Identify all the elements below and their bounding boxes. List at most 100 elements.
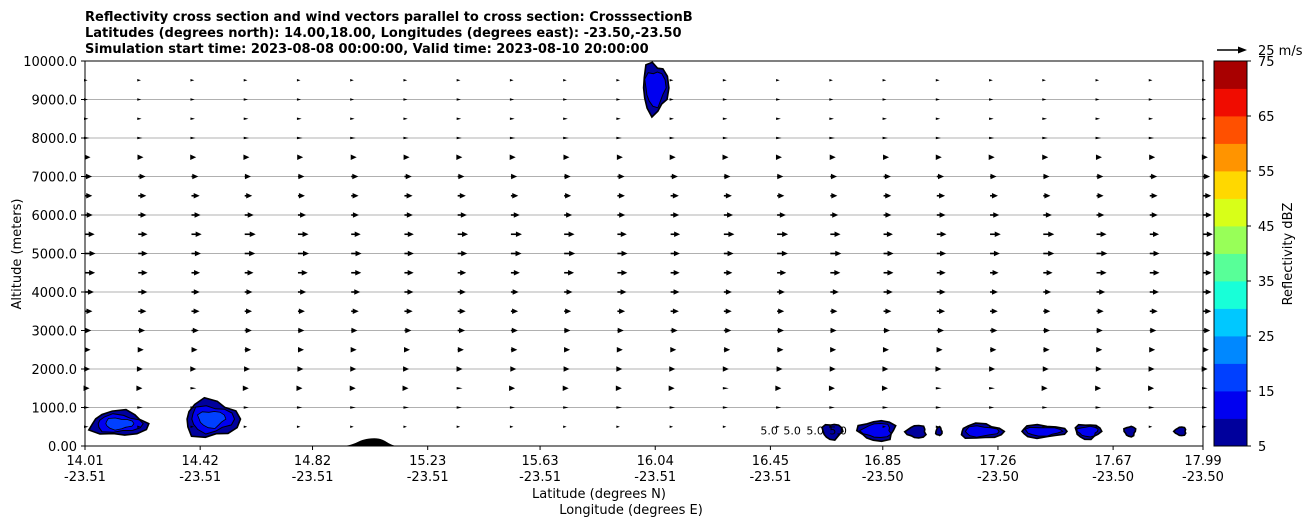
wind-vector-arrow bbox=[138, 289, 148, 295]
wind-vector-arrow bbox=[351, 308, 359, 315]
wind-vector-arrow bbox=[829, 406, 835, 409]
wind-vector-head bbox=[192, 173, 199, 180]
wind-vector-head bbox=[86, 308, 93, 315]
wind-vector-arrow bbox=[564, 346, 571, 353]
wind-vector-arrow bbox=[1149, 154, 1156, 161]
wind-vector-arrow bbox=[882, 366, 889, 372]
wind-vector-head bbox=[1042, 366, 1049, 372]
wind-vector-arrow bbox=[563, 98, 568, 101]
wind-vector-head bbox=[1206, 250, 1213, 257]
x-tick-label-latitude: 17.99 bbox=[1184, 454, 1221, 469]
y-tick-label: 3000.0 bbox=[32, 325, 78, 340]
wind-vector-head bbox=[618, 192, 625, 199]
reflectivity-echo bbox=[960, 422, 1006, 440]
wind-vector-arrow bbox=[509, 117, 515, 121]
wind-vector-arrow bbox=[669, 154, 676, 161]
wind-vector-arrow bbox=[403, 117, 408, 121]
wind-vector-head bbox=[89, 269, 96, 276]
wind-vector-arrow bbox=[935, 425, 940, 429]
wind-vector-head bbox=[1041, 385, 1048, 392]
wind-vector-arrow bbox=[404, 231, 414, 238]
x-axis-label-longitude: Longitude (degrees E) bbox=[559, 503, 703, 518]
wind-vector-arrow bbox=[296, 406, 303, 409]
wind-vector-arrow bbox=[617, 212, 626, 218]
wind-vector-arrow bbox=[670, 346, 677, 353]
wind-vector-head bbox=[831, 308, 838, 315]
wind-vector-arrow bbox=[723, 173, 731, 180]
wind-vector-arrow bbox=[297, 289, 307, 295]
x-tick-label-longitude: -23.51 bbox=[519, 470, 561, 485]
wind-vector-arrow bbox=[456, 366, 463, 372]
wind-vector-head bbox=[617, 327, 624, 334]
wind-vector-arrow bbox=[244, 289, 253, 295]
wind-vector-arrow bbox=[936, 308, 946, 315]
wind-vector-arrow bbox=[1042, 136, 1048, 140]
wind-vector-arrow bbox=[1095, 406, 1102, 409]
wind-vector-arrow bbox=[1203, 269, 1212, 276]
wind-vector-head bbox=[939, 289, 946, 295]
wind-vector-head bbox=[136, 366, 143, 372]
wind-vector-head bbox=[1205, 212, 1212, 218]
wind-vector-arrow bbox=[723, 192, 732, 199]
wind-vector-arrow bbox=[563, 154, 570, 161]
wind-vector-head bbox=[776, 366, 783, 372]
wind-vector-head bbox=[1095, 366, 1102, 372]
wind-vector-head bbox=[406, 212, 413, 218]
wind-vector-arrow bbox=[1095, 78, 1100, 82]
wind-vector-head bbox=[1095, 385, 1102, 392]
wind-vector-head bbox=[778, 308, 785, 315]
wind-vector-arrow bbox=[350, 425, 354, 429]
wind-vector-arrow bbox=[1042, 98, 1047, 101]
wind-vector-head bbox=[352, 212, 359, 218]
wind-vector-arrow bbox=[564, 250, 576, 257]
wind-vector-arrow bbox=[1149, 250, 1160, 257]
wind-vector-arrow bbox=[350, 366, 357, 372]
wind-vector-arrow bbox=[138, 231, 148, 238]
wind-vector-arrow bbox=[456, 386, 463, 390]
wind-vector-arrow bbox=[989, 366, 996, 372]
wind-vector-head bbox=[1151, 212, 1158, 218]
wind-vector-arrow bbox=[1148, 406, 1155, 409]
wind-vector-arrow bbox=[669, 117, 674, 121]
wind-vector-arrow bbox=[296, 385, 303, 392]
wind-vector-head bbox=[1101, 250, 1108, 257]
wind-vector-arrow bbox=[404, 327, 412, 334]
wind-vector-head bbox=[722, 406, 729, 409]
wind-vector-head bbox=[882, 78, 887, 82]
wind-vector-head bbox=[829, 366, 836, 372]
wind-vector-arrow bbox=[722, 406, 729, 409]
wind-vector-arrow bbox=[935, 366, 942, 372]
wind-vector-head bbox=[509, 154, 516, 161]
wind-vector-head bbox=[403, 98, 408, 101]
wind-vector-head bbox=[935, 154, 942, 161]
wind-vector-arrow bbox=[989, 386, 995, 390]
wind-vector-head bbox=[242, 385, 249, 392]
wind-vector-arrow bbox=[990, 173, 997, 180]
wind-vector-arrow bbox=[882, 406, 889, 409]
wind-vector-head bbox=[243, 425, 248, 429]
colorbar-band bbox=[1214, 116, 1247, 144]
wind-vector-head bbox=[457, 346, 464, 353]
wind-vector-head bbox=[989, 425, 993, 429]
wind-vector-arrow bbox=[190, 136, 196, 140]
wind-vector-arrow bbox=[829, 154, 836, 161]
wind-vector-head bbox=[355, 269, 362, 276]
wind-vector-arrow bbox=[882, 346, 889, 353]
wind-vector-arrow bbox=[669, 406, 676, 409]
echo-outer-contour bbox=[1123, 425, 1137, 438]
wind-vector-head bbox=[832, 212, 839, 218]
wind-vector-head bbox=[1148, 136, 1155, 140]
wind-vector-arrow bbox=[191, 346, 198, 353]
colorbar-band bbox=[1214, 226, 1247, 254]
wind-vector-head bbox=[1048, 250, 1055, 257]
wind-vector-arrow bbox=[616, 346, 623, 353]
wind-vector-head bbox=[350, 98, 355, 101]
wind-vector-arrow bbox=[1203, 192, 1212, 199]
wind-vector-head bbox=[407, 250, 414, 257]
wind-vector-head bbox=[1042, 98, 1047, 101]
wind-vector-arrow bbox=[723, 250, 734, 257]
wind-vector-arrow bbox=[190, 98, 195, 101]
wind-vector-arrow bbox=[138, 250, 148, 257]
title-line-3: Simulation start time: 2023-08-08 00:00:… bbox=[85, 42, 649, 57]
wind-vector-head bbox=[568, 231, 575, 238]
